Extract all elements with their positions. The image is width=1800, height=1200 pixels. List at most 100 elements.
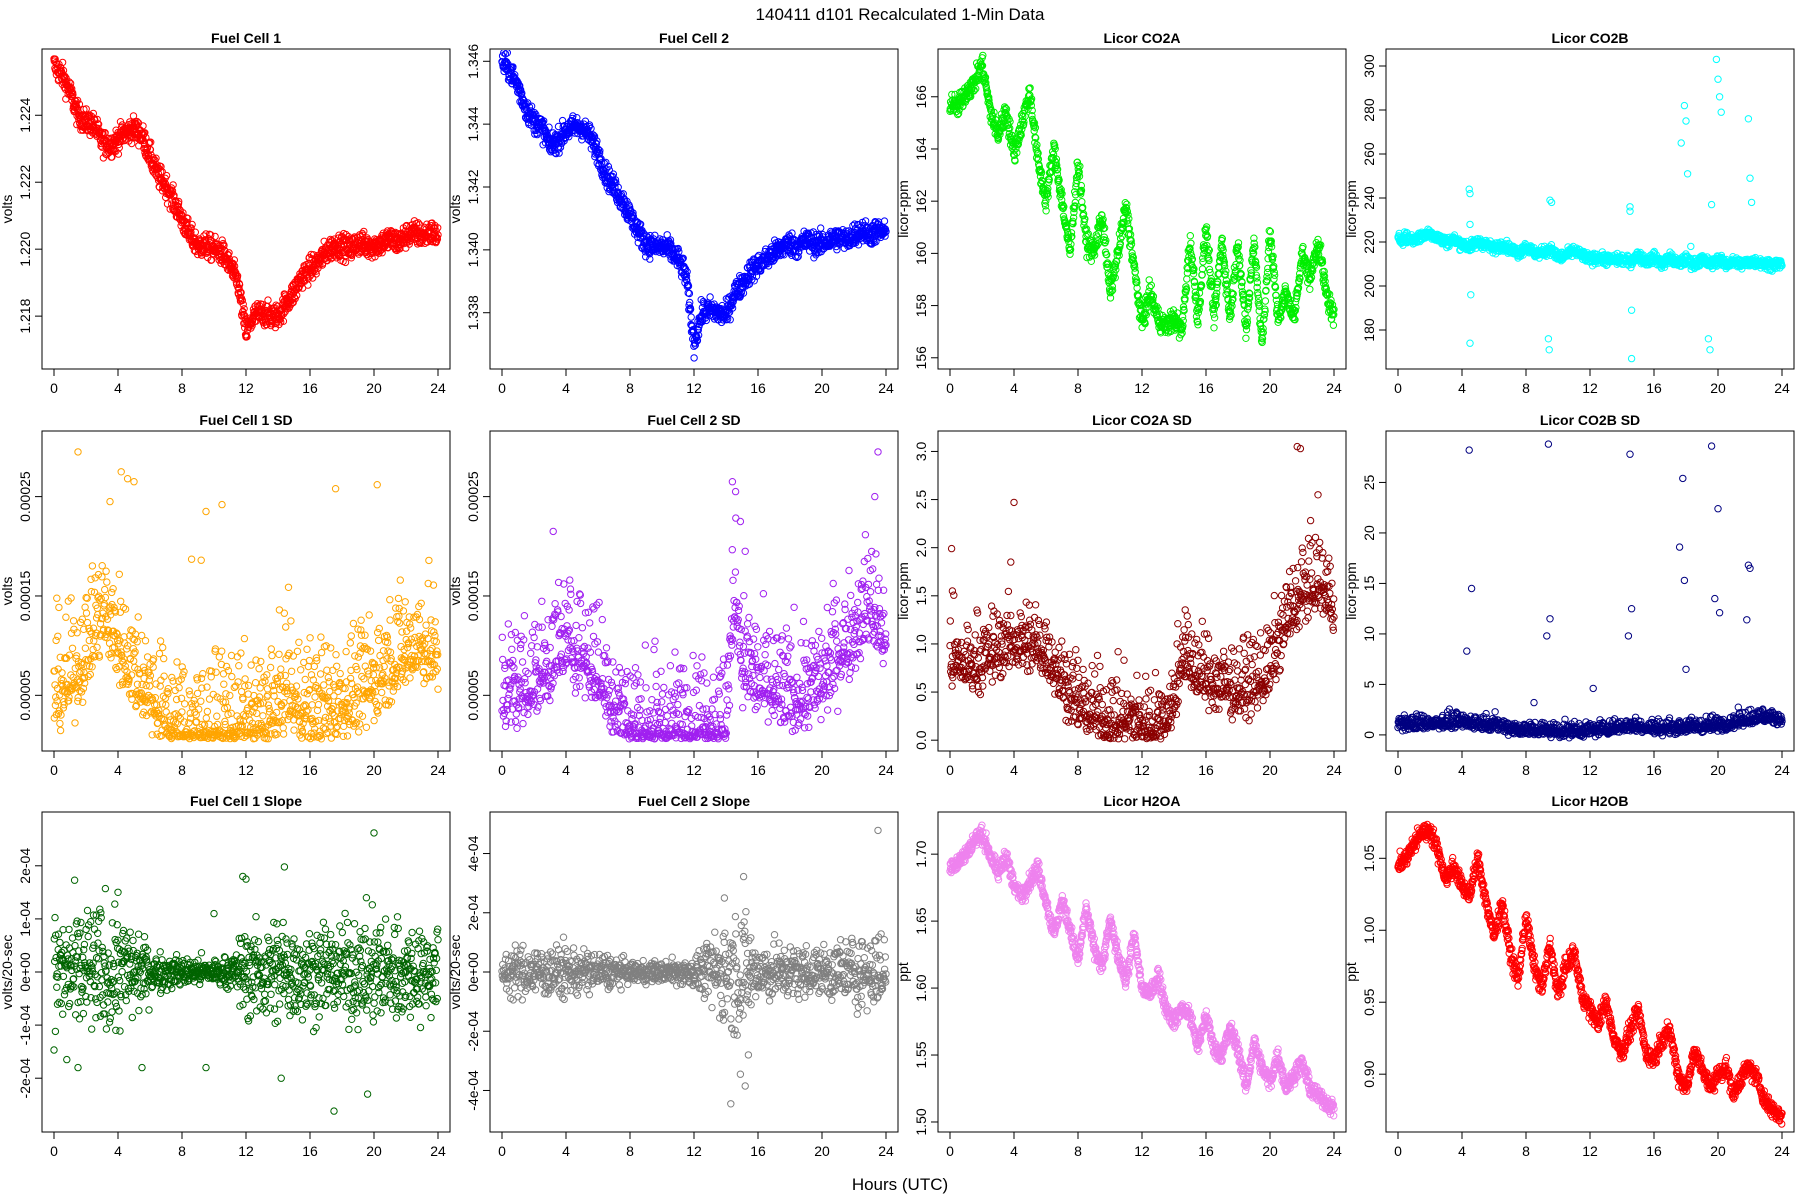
data-point [289,298,297,307]
x-tick-label: 0 [498,380,506,396]
data-point [1324,289,1332,297]
data-point [872,218,880,227]
data-point [817,224,825,232]
data-point [1123,200,1131,209]
data-point [1205,265,1214,274]
data-point [1030,119,1039,127]
data-point [1238,278,1246,287]
data-point [1320,267,1328,276]
data-point [1247,269,1256,277]
x-tick-label: 0 [50,380,58,396]
data-point [1229,295,1237,304]
data-point [501,50,510,58]
data-point [1050,141,1059,150]
data-point [1250,239,1258,248]
data-point [1087,257,1096,265]
data-point [1237,282,1246,291]
data-point [1006,118,1014,126]
data-point [1058,204,1067,212]
data-points [946,51,1338,347]
data-point [82,105,90,113]
panel-title: Licor CO2A [1103,30,1180,46]
data-point [248,317,257,326]
x-tick-label: 8 [1074,380,1082,396]
x-tick-label: 0 [1394,380,1402,396]
data-point [1026,84,1034,92]
data-point [1227,303,1235,312]
data-point [1225,315,1234,323]
data-point [1083,253,1091,262]
data-point [674,244,682,253]
data-point [682,272,691,280]
data-point [1195,305,1203,314]
data-point [970,86,978,94]
data-point [1103,251,1111,259]
data-point [581,117,590,125]
data-point [1202,223,1211,231]
x-tick-label: 20 [814,380,830,396]
data-point [1108,286,1117,294]
y-tick-label: 240 [1361,186,1377,210]
data-point [1258,334,1266,342]
data-point [61,72,69,81]
data-point [1323,288,1331,297]
data-point [1053,165,1062,174]
data-point [85,111,94,119]
data-point [1292,303,1300,312]
data-point [1329,321,1338,329]
data-point [694,326,702,334]
data-point [1310,262,1318,270]
data-point [414,219,422,227]
data-point [1266,227,1275,236]
data-point [1027,95,1036,103]
data-point [1318,256,1326,264]
data-point [794,252,802,261]
data-point [682,276,690,284]
data-point [1330,311,1338,319]
data-point [1253,278,1262,287]
data-point [1234,239,1243,247]
data-point [188,220,196,229]
data-point [1242,325,1251,334]
data-point [1327,296,1335,304]
data-point [1220,258,1229,266]
data-point [1146,283,1154,291]
data-point [1547,241,1556,249]
data-point [1242,334,1250,342]
data-point [1194,318,1202,326]
data-point [187,228,195,237]
data-point [1055,176,1063,185]
data-point [1219,246,1227,254]
data-point [239,300,247,308]
data-point [280,310,288,318]
data-point [1128,249,1136,257]
y-tick-label: 158 [913,294,929,318]
data-point [1222,267,1230,275]
data-point [1245,294,1254,302]
data-point [1116,240,1125,248]
data-point [1212,295,1220,303]
data-point [977,58,985,66]
data-point [1252,263,1261,271]
x-tick-label: 24 [878,380,894,396]
data-point [706,293,714,301]
data-point [78,122,86,131]
data-point [881,232,889,240]
data-point [1270,262,1278,270]
data-point [1075,168,1083,176]
data-point [166,205,174,213]
data-point [611,176,620,184]
y-axis-label: licor-ppm [895,180,911,238]
data-point [604,162,613,171]
data-point [846,241,854,250]
data-point [434,231,442,239]
x-tick-label: 4 [1458,380,1466,396]
data-point [533,130,541,139]
data-point [573,114,581,122]
data-point [757,267,765,275]
data-point [1033,148,1041,156]
data-point [1063,225,1071,233]
data-point [1042,207,1050,215]
data-point [1071,202,1079,210]
